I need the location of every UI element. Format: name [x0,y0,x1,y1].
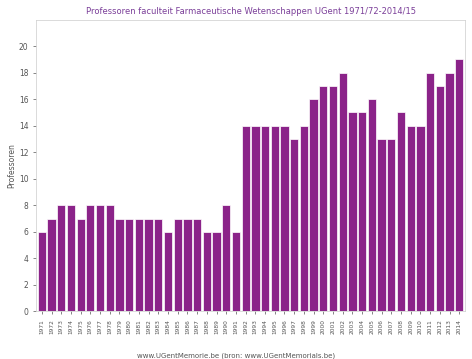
Bar [348,112,356,312]
Bar [319,86,328,312]
Bar [183,219,192,312]
Bar [446,73,454,312]
Bar [174,219,182,312]
Bar [86,205,94,312]
Title: Professoren faculteit Farmaceutische Wetenschappen UGent 1971/72-2014/15: Professoren faculteit Farmaceutische Wet… [85,7,415,16]
Bar [242,126,250,312]
Bar [270,126,279,312]
Bar [251,126,260,312]
Bar [57,205,65,312]
Bar [387,139,396,312]
Y-axis label: Professoren: Professoren [7,143,16,188]
Bar [261,126,269,312]
Bar [368,99,376,312]
Bar [38,232,46,312]
Bar [115,219,124,312]
Bar [310,99,318,312]
Bar [47,219,56,312]
Bar [455,59,464,312]
Bar [202,232,211,312]
Bar [329,86,337,312]
Bar [280,126,288,312]
Bar [426,73,434,312]
Bar [144,219,153,312]
Bar [154,219,162,312]
Bar [300,126,308,312]
Bar [406,126,415,312]
Bar [164,232,172,312]
Bar [290,139,298,312]
Bar [106,205,114,312]
Bar [378,139,386,312]
Bar [222,205,230,312]
Bar [416,126,424,312]
Bar [212,232,221,312]
Text: www.UGentMemorie.be (bron: www.UGentMemorials.be): www.UGentMemorie.be (bron: www.UGentMemo… [137,352,335,359]
Bar [232,232,240,312]
Bar [397,112,405,312]
Bar [193,219,201,312]
Bar [135,219,143,312]
Bar [125,219,133,312]
Bar [436,86,444,312]
Bar [76,219,85,312]
Bar [338,73,347,312]
Bar [96,205,104,312]
Bar [67,205,75,312]
Bar [358,112,366,312]
